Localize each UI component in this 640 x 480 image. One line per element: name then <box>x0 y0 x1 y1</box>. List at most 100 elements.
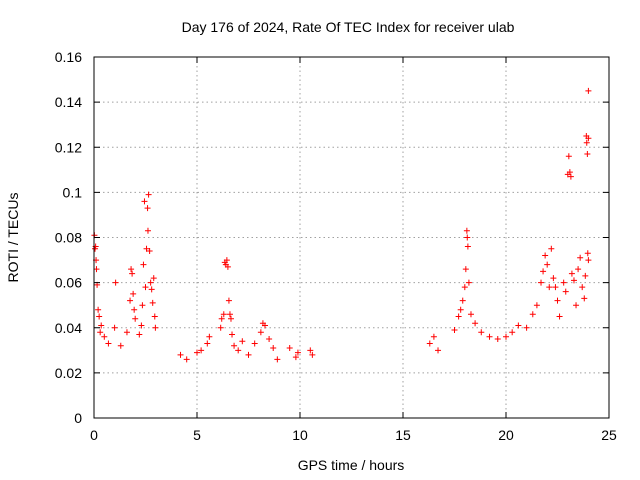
data-point <box>129 270 136 277</box>
axis-ticks <box>93 56 610 419</box>
data-point <box>568 270 575 277</box>
data-point <box>261 322 268 329</box>
data-point <box>556 313 563 320</box>
data-point <box>585 257 592 264</box>
data-point <box>239 338 246 345</box>
data-point <box>235 347 242 354</box>
data-point <box>435 347 442 354</box>
data-point <box>579 284 586 291</box>
y-tick-labels: 0 0.02 0.04 0.06 0.08 0.1 0.12 0.14 0.16 <box>55 49 82 426</box>
data-point <box>459 297 466 304</box>
data-point <box>523 324 530 331</box>
data-point <box>585 135 592 142</box>
data-point <box>148 286 155 293</box>
data-point <box>565 153 572 160</box>
data-point <box>138 322 145 329</box>
data-point <box>467 311 474 318</box>
data-point <box>112 279 119 286</box>
data-point <box>465 279 472 286</box>
data-point <box>131 306 138 313</box>
y-tick-label: 0.16 <box>55 49 82 65</box>
data-point <box>286 345 293 352</box>
data-point <box>542 252 549 259</box>
data-point <box>225 297 232 304</box>
data-point <box>143 245 150 252</box>
data-point <box>218 315 225 322</box>
data-point <box>136 331 143 338</box>
data-point <box>147 279 154 286</box>
data-point <box>127 297 134 304</box>
data-point <box>464 234 471 241</box>
data-point <box>455 313 462 320</box>
data-point <box>426 340 433 347</box>
data-point <box>270 345 277 352</box>
x-tick-label: 10 <box>292 427 308 443</box>
data-point <box>229 331 236 338</box>
data-point <box>486 333 493 340</box>
y-axis-label: ROTI / TECUs <box>5 193 21 283</box>
data-point <box>570 277 577 284</box>
data-point <box>548 245 555 252</box>
data-point <box>245 351 252 358</box>
data-point <box>141 198 148 205</box>
y-tick-label: 0 <box>74 410 82 426</box>
data-point <box>217 324 224 331</box>
data-point <box>257 329 264 336</box>
data-point <box>132 315 139 322</box>
data-point <box>111 324 118 331</box>
data-point <box>220 311 227 318</box>
data-point <box>140 261 147 268</box>
data-point <box>567 173 574 180</box>
data-point <box>151 313 158 320</box>
data-point <box>292 354 299 361</box>
data-point <box>509 329 516 336</box>
x-tick-label: 25 <box>601 427 617 443</box>
data-point <box>224 263 231 270</box>
data-point <box>142 284 149 291</box>
data-point <box>462 266 469 273</box>
data-point <box>575 266 582 273</box>
data-point <box>98 322 105 329</box>
data-point <box>274 356 281 363</box>
data-point <box>581 295 588 302</box>
data-point <box>194 349 200 356</box>
y-tick-label: 0.02 <box>55 365 82 381</box>
data-point <box>552 284 559 291</box>
x-tick-label: 0 <box>90 427 98 443</box>
data-point <box>540 268 547 275</box>
data-point <box>430 333 437 340</box>
y-tick-label: 0.1 <box>63 184 83 200</box>
data-point <box>494 336 501 343</box>
data-point <box>560 279 567 286</box>
y-tick-label: 0.08 <box>55 230 82 246</box>
x-tick-label: 20 <box>498 427 514 443</box>
data-point <box>544 261 551 268</box>
data-point <box>152 324 159 331</box>
x-tick-label: 5 <box>193 427 201 443</box>
data-point <box>251 340 258 347</box>
chart-title: Day 176 of 2024, Rate Of TEC Index for r… <box>182 19 515 35</box>
data-point <box>461 284 468 291</box>
data-point <box>584 151 591 158</box>
data-point <box>101 333 108 340</box>
data-point <box>123 329 130 336</box>
data-point <box>198 347 205 354</box>
data-point <box>183 356 190 363</box>
x-axis-label: GPS time / hours <box>298 457 405 473</box>
data-point <box>206 333 213 340</box>
data-point <box>177 351 184 358</box>
data-point <box>227 315 234 322</box>
data-point <box>562 288 569 295</box>
x-tick-label: 15 <box>395 427 411 443</box>
data-point <box>478 329 485 336</box>
data-point <box>577 254 584 261</box>
data-point <box>231 342 238 349</box>
data-point <box>266 336 273 343</box>
data-point <box>464 243 471 250</box>
data-point <box>533 302 540 309</box>
y-tick-label: 0.12 <box>55 139 82 155</box>
data-point <box>226 311 233 318</box>
data-point <box>223 257 230 264</box>
data-point <box>150 275 157 282</box>
data-point <box>585 87 592 94</box>
